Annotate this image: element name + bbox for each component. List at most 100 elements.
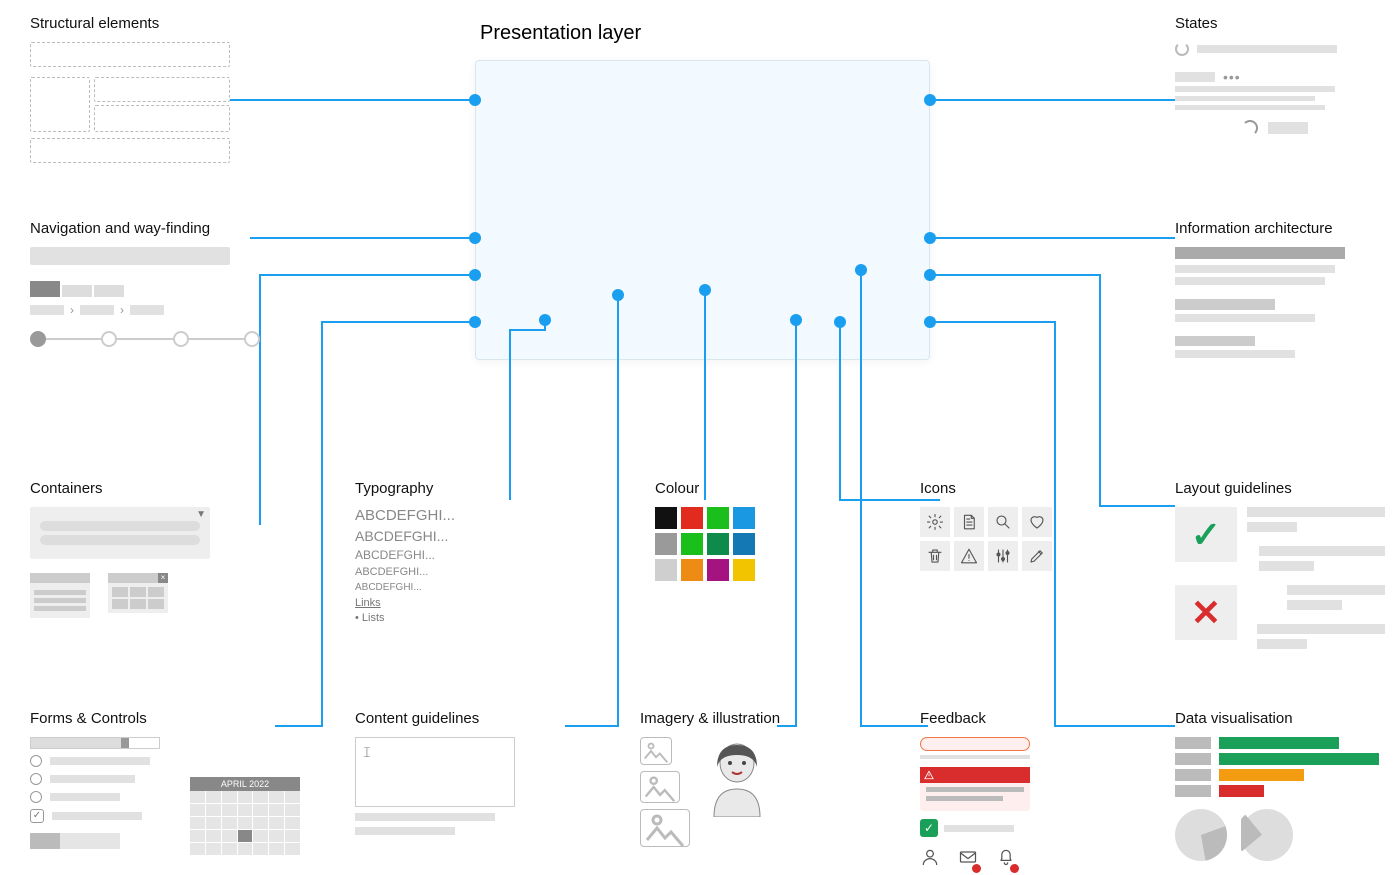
colour-swatch [707,507,729,529]
calendar-day[interactable] [206,830,221,842]
calendar-day[interactable] [285,843,300,855]
calendar-day[interactable] [190,791,205,803]
caret-down-icon: ▼ [196,509,206,520]
chevron-right-icon: › [120,303,124,317]
section-title: Feedback [920,710,1120,727]
containers: Containers ▼ × [30,480,260,618]
mail-icon [958,847,978,872]
breadcrumb: › › [30,303,260,317]
calendar-day[interactable] [285,817,300,829]
bar [1219,769,1304,781]
feedback: Feedback ✓ [920,710,1120,872]
calendar-day[interactable] [222,804,237,816]
colour-swatch [655,559,677,581]
error-pill [920,737,1030,751]
states: States ••• [1175,15,1375,136]
calendar-header: APRIL 2022 [190,777,300,791]
section-title: Forms & Controls [30,710,320,727]
calendar-day[interactable] [238,843,253,855]
colour-swatch [681,533,703,555]
calendar-day[interactable] [269,791,284,803]
calendar-day[interactable] [190,817,205,829]
calendar-day[interactable] [190,843,205,855]
checkbox-icon[interactable]: ✓ [30,809,44,823]
calendar-day[interactable] [190,804,205,816]
slider[interactable] [30,737,160,749]
section-title: Colour [655,480,795,497]
calendar-day[interactable] [190,830,205,842]
calendar-day[interactable] [206,843,221,855]
colour-swatch [733,507,755,529]
section-title: States [1175,15,1375,32]
search-icon [988,507,1018,537]
calendar-day[interactable] [253,791,268,803]
close-icon: × [158,573,168,583]
calendar-day[interactable] [206,791,221,803]
section-title: Typography [355,480,555,497]
radio-icon[interactable] [30,791,42,803]
section-title: Imagery & illustration [640,710,860,727]
calendar-day[interactable] [206,817,221,829]
text-cursor-icon: 𝙸 [362,744,372,760]
section-title: Content guidelines [355,710,555,727]
calendar-day[interactable] [206,804,221,816]
colour-swatch [681,507,703,529]
calendar-day[interactable] [222,843,237,855]
calendar-day[interactable] [222,830,237,842]
calendar-day[interactable] [285,804,300,816]
refresh-icon [1175,42,1189,56]
textarea[interactable]: 𝙸 [355,737,515,807]
trash-icon [920,541,950,571]
type-sample: ABCDEFGHI... [355,548,555,562]
calendar-day[interactable] [253,830,268,842]
calendar-day[interactable] [253,804,268,816]
cross-icon: ✕ [1175,585,1237,640]
section-title: Layout guidelines [1175,480,1385,497]
calendar-day[interactable] [269,830,284,842]
stepper [30,331,260,347]
link-sample: Links [355,597,555,609]
list-sample: • Lists [355,612,555,624]
pie-chart [1175,809,1227,861]
colour-swatch [655,533,677,555]
image-icon [640,771,680,803]
chevron-right-icon: › [70,303,74,317]
check-icon: ✓ [920,819,938,837]
calendar-day[interactable] [238,804,253,816]
type-sample: ABCDEFGHI... [355,528,555,544]
presentation-layer-box [475,60,930,360]
calendar[interactable]: APRIL 2022 [190,777,300,855]
calendar-day[interactable] [269,804,284,816]
notification-dot [1010,864,1019,873]
document-icon [954,507,984,537]
calendar-day[interactable] [269,843,284,855]
check-icon: ✓ [1175,507,1237,562]
calendar-day[interactable] [238,791,253,803]
calendar-day[interactable] [222,817,237,829]
colour-swatch [733,533,755,555]
window-list [30,573,90,618]
type-sample: ABCDEFGHI... [355,507,555,524]
calendar-day[interactable] [253,817,268,829]
presentation-layer-title: Presentation layer [480,22,641,45]
calendar-day[interactable] [269,817,284,829]
calendar-day[interactable] [285,830,300,842]
alert-box [920,767,1030,811]
dropdown-panel: ▼ [30,507,210,559]
calendar-day[interactable] [238,830,253,842]
typography: Typography ABCDEFGHI... ABCDEFGHI... ABCDE… [355,480,555,624]
colour-swatch [707,533,729,555]
calendar-day[interactable] [238,817,253,829]
type-sample: ABCDEFGHI... [355,582,555,593]
calendar-day[interactable] [253,843,268,855]
section-title: Containers [30,480,260,497]
section-title: Navigation and way-finding [30,220,260,237]
colour-swatch [655,507,677,529]
radio-icon[interactable] [30,755,42,767]
calendar-day[interactable] [285,791,300,803]
navigation: Navigation and way-finding › › [30,220,260,347]
imagery: Imagery & illustration [640,710,860,847]
radio-icon[interactable] [30,773,42,785]
calendar-day[interactable] [222,791,237,803]
forms-controls: Forms & Controls ✓ APRIL 2022 [30,710,320,849]
